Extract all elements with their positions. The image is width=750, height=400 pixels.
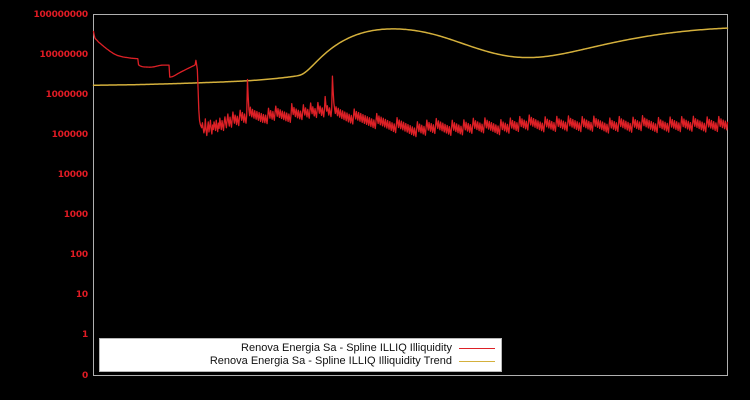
- y-tick-label: 1000: [63, 210, 88, 221]
- y-tick-label: 10000000: [39, 49, 89, 60]
- y-tick-label: 100000: [51, 129, 89, 140]
- y-axis-tick-labels: 100000000 10000000 1000000 100000 10000 1000 1…: [0, 0, 88, 400]
- legend-label-illiquidity: Renova Energia Sa - Spline ILLIQ Illiqui…: [241, 342, 452, 354]
- series-line-illiquidity: [92, 27, 729, 87]
- y-tick-label: 0: [81, 370, 88, 381]
- legend-entry-illiquidity: Renova Energia Sa - Spline ILLIQ Illiqui…: [104, 342, 495, 355]
- legend-entry-illiquidity-trend: Renova Energia Sa - Spline ILLIQ Illiqui…: [104, 355, 495, 368]
- y-tick-label: 100: [69, 250, 88, 261]
- y-tick-label: 1000000: [45, 89, 89, 100]
- plot-frame-border: [93, 14, 728, 376]
- y-tick-label: 10: [75, 290, 88, 301]
- chart-legend: Renova Energia Sa - Spline ILLIQ Illiqui…: [99, 338, 502, 372]
- legend-swatch-illiquidity: [459, 348, 495, 349]
- y-tick-label: 100000000: [33, 9, 88, 20]
- y-tick-label: 10000: [57, 169, 89, 180]
- legend-label-illiquidity-trend: Renova Energia Sa - Spline ILLIQ Illiqui…: [209, 355, 452, 367]
- series-line-illiquidity-trend: [92, 30, 729, 138]
- legend-swatch-illiquidity-trend: [459, 361, 495, 362]
- y-tick-label: 1: [81, 330, 88, 341]
